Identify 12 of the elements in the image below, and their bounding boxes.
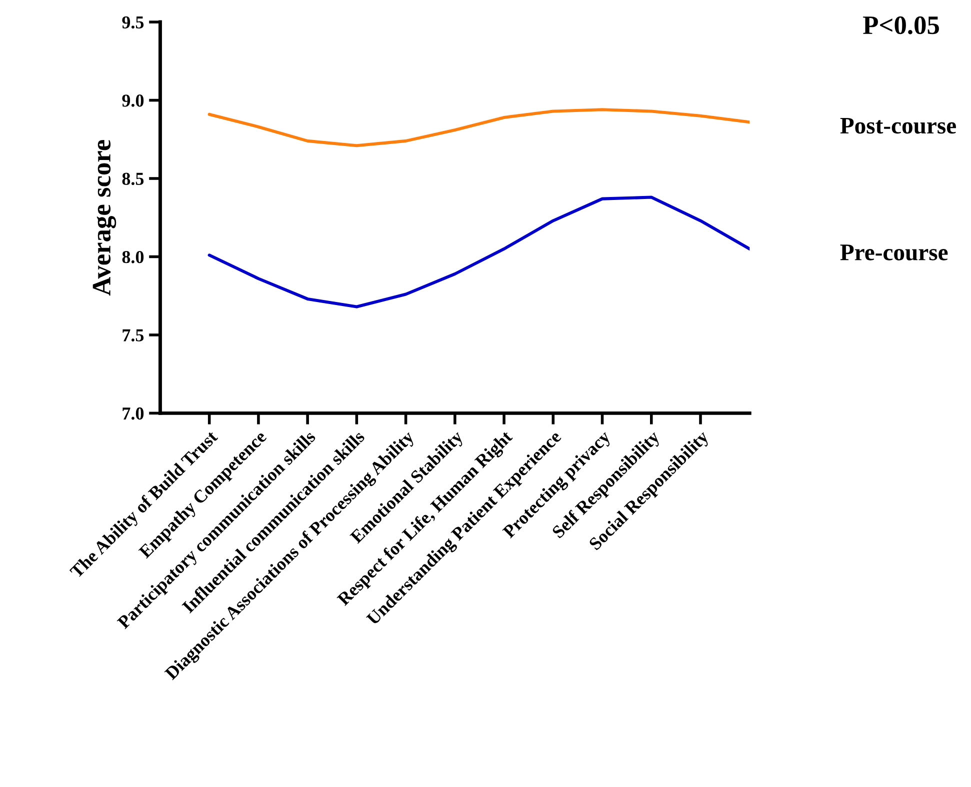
y-tick-label: 8.0 [122, 250, 144, 264]
y-tick-label: 8.5 [122, 172, 144, 186]
line-series [208, 108, 750, 148]
text: Post-course [840, 118, 956, 134]
text: P<0.05 [863, 16, 939, 34]
y-axis-title: Average score [92, 140, 116, 296]
text: Pre-course [840, 244, 948, 260]
y-tick-label: 9.5 [122, 16, 144, 29]
y-tick-label: 7.5 [122, 329, 144, 342]
line-series [208, 196, 750, 308]
y-tick-label: 7.0 [122, 407, 144, 420]
y-tick-label: 9.0 [122, 94, 144, 107]
